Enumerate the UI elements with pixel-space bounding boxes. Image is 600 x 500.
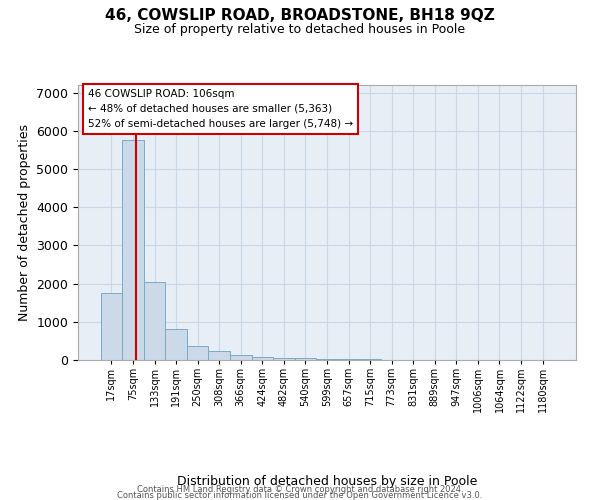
- Text: 46, COWSLIP ROAD, BROADSTONE, BH18 9QZ: 46, COWSLIP ROAD, BROADSTONE, BH18 9QZ: [105, 8, 495, 22]
- Bar: [251, 356, 273, 360]
- Bar: [273, 358, 295, 360]
- Bar: [338, 359, 359, 360]
- Text: Size of property relative to detached houses in Poole: Size of property relative to detached ho…: [134, 22, 466, 36]
- Bar: [230, 356, 251, 360]
- Bar: [101, 293, 122, 360]
- Y-axis label: Number of detached properties: Number of detached properties: [18, 124, 31, 321]
- Bar: [208, 351, 230, 360]
- Bar: [187, 346, 208, 360]
- Bar: [122, 140, 144, 360]
- Text: Contains public sector information licensed under the Open Government Licence v3: Contains public sector information licen…: [118, 491, 482, 500]
- Text: Contains HM Land Registry data © Crown copyright and database right 2024.: Contains HM Land Registry data © Crown c…: [137, 484, 463, 494]
- Bar: [144, 282, 166, 360]
- Bar: [316, 359, 338, 360]
- Text: 46 COWSLIP ROAD: 106sqm
← 48% of detached houses are smaller (5,363)
52% of semi: 46 COWSLIP ROAD: 106sqm ← 48% of detache…: [88, 89, 353, 128]
- Bar: [295, 358, 316, 360]
- Text: Distribution of detached houses by size in Poole: Distribution of detached houses by size …: [177, 474, 477, 488]
- Bar: [166, 330, 187, 360]
